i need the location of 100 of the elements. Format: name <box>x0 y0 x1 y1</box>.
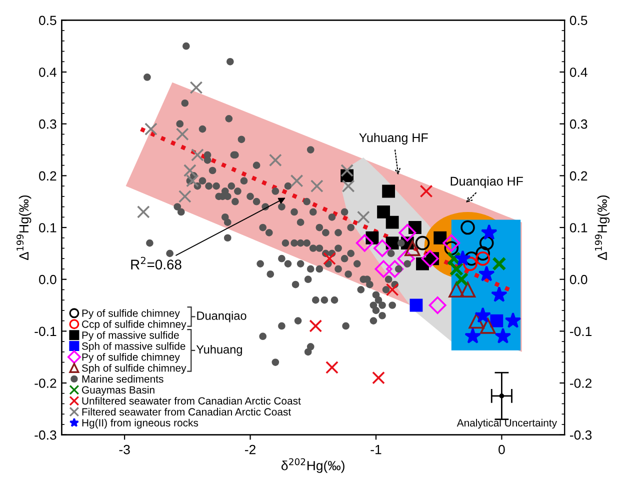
legend-label: Py of massive sulfide <box>82 331 179 341</box>
point <box>479 236 494 250</box>
legend-label: Unfiltered seawater from Canadian Arctic Coast <box>82 396 301 405</box>
y2-tick-label: 0.2 <box>570 171 588 181</box>
y-tick-label: -0.1 <box>34 326 56 336</box>
y-tick-label: -0.3 <box>34 430 56 440</box>
x-axis-title: δ$^{202}$Hg(‰) <box>281 458 344 473</box>
point <box>397 250 415 268</box>
legend-label: Sph of sulfide chimney <box>82 364 186 374</box>
point <box>476 251 490 266</box>
point <box>476 246 490 261</box>
annotation: Yuhuang <box>196 344 242 356</box>
point <box>144 122 158 136</box>
y2-tick-label: 0.3 <box>570 119 588 129</box>
point <box>290 174 304 188</box>
point <box>310 180 324 193</box>
legend-label: Ccp of sulfide chimney <box>82 320 186 330</box>
point <box>468 312 484 329</box>
point <box>386 283 399 296</box>
y-axis-title: Δ$^{199}$Hg(‰) <box>16 195 32 260</box>
point <box>386 260 404 278</box>
point <box>492 256 506 271</box>
point <box>186 174 199 188</box>
point <box>323 252 336 266</box>
point <box>309 320 322 332</box>
y2-tick-label: -0.3 <box>570 430 592 440</box>
annotation: Duanqiao HF <box>450 176 523 188</box>
point <box>382 184 396 198</box>
point <box>268 154 282 167</box>
point <box>377 206 390 218</box>
point <box>454 272 469 286</box>
y2-tick-label: -0.2 <box>570 378 592 388</box>
point <box>448 282 464 298</box>
point <box>386 216 399 229</box>
y-tick-label: 0.3 <box>39 119 56 129</box>
point <box>386 236 399 250</box>
point <box>340 164 354 177</box>
y-tick-label: -0.2 <box>34 378 56 388</box>
point <box>460 220 475 235</box>
point <box>478 266 495 282</box>
y2-tick-label: 0.1 <box>570 223 588 232</box>
point <box>356 210 370 224</box>
x-tick-label: -1 <box>370 445 382 454</box>
legend-label: Py of sulfide chimney <box>82 309 180 319</box>
point <box>449 262 464 276</box>
y-tick-label: 0.5 <box>39 16 56 26</box>
point <box>326 360 338 374</box>
legend-label: Guaymas Basin <box>82 386 154 396</box>
point <box>190 81 203 94</box>
point <box>464 251 479 266</box>
point <box>404 240 420 256</box>
point <box>504 312 522 328</box>
y2-tick-label: 0.5 <box>570 16 588 26</box>
x-tick-label: 0 <box>498 444 505 454</box>
y2-tick-label: -0.1 <box>570 326 592 336</box>
legend-label: Marine sediments <box>82 375 164 383</box>
point <box>454 250 471 266</box>
legend-label: Sph of massive sulfide <box>82 342 186 352</box>
point <box>176 128 189 141</box>
annotation: Duanqiao <box>197 311 246 322</box>
point <box>463 256 478 271</box>
legend-label: Hg(II) from igneous rocks <box>82 418 198 429</box>
point <box>183 164 196 177</box>
point <box>460 282 476 298</box>
point <box>410 298 423 312</box>
point <box>480 318 496 334</box>
annotation: R$^{2}$=0.68 <box>131 256 182 270</box>
legend-label: Filtered seawater from Canadian Arctic Coast <box>82 408 291 416</box>
point <box>446 252 462 266</box>
point <box>136 206 150 218</box>
point <box>464 328 481 344</box>
annotation: Analytical Uncertainty <box>456 418 557 429</box>
point <box>356 234 374 252</box>
point <box>494 328 512 344</box>
point <box>420 184 433 198</box>
point <box>178 190 192 203</box>
point <box>428 296 446 314</box>
point <box>434 231 447 244</box>
y-tick-label: 0.1 <box>39 223 56 232</box>
y-tick-label: 0.4 <box>39 68 56 77</box>
y-tick-label: 0.0 <box>39 274 56 284</box>
y-tick-label: 0.2 <box>39 171 56 181</box>
point <box>398 224 416 242</box>
point <box>374 260 392 278</box>
point <box>421 250 439 268</box>
point <box>415 236 430 250</box>
point <box>372 371 385 384</box>
point <box>499 394 504 398</box>
point <box>490 314 504 328</box>
point <box>374 239 392 258</box>
y2-tick-label: 0.0 <box>570 274 588 284</box>
point <box>491 286 508 302</box>
point <box>480 224 498 240</box>
y2-tick-label: 0.4 <box>570 68 588 77</box>
x-tick-label: -3 <box>119 444 130 454</box>
y2-axis-title: Δ$^{199}$Hg(‰) <box>594 195 610 260</box>
point <box>474 307 492 323</box>
legend-label: Py of sulfide chimney <box>82 353 180 363</box>
point <box>342 180 355 193</box>
x-tick-label: -2 <box>244 444 256 454</box>
